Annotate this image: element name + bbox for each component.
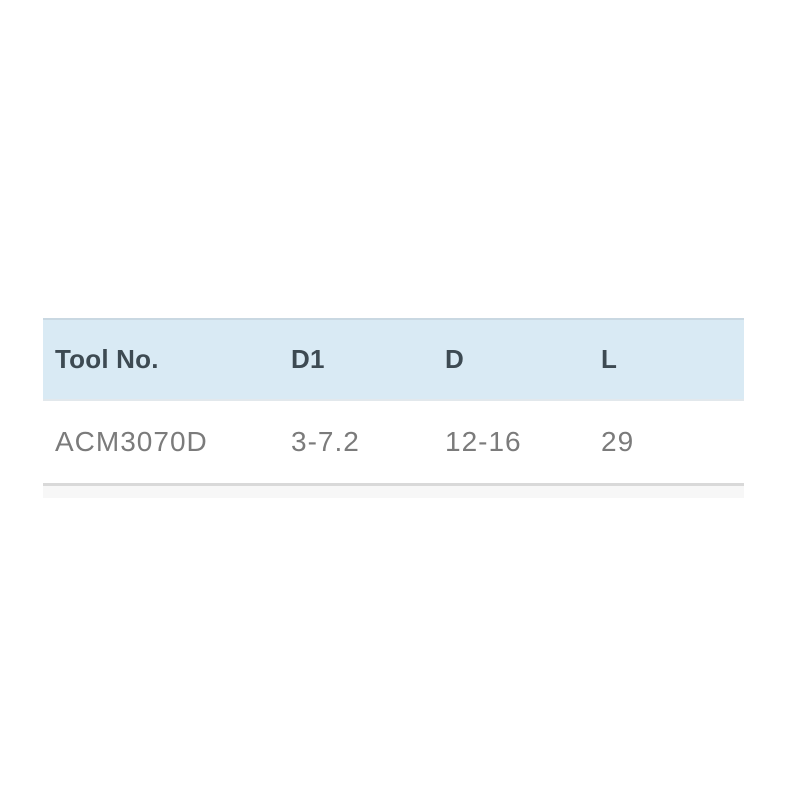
- cell-tool-no: ACM3070D: [55, 426, 208, 457]
- table-row: ACM3070D 3-7.2 12-16 29: [43, 401, 744, 483]
- table-footer-band: [43, 486, 744, 498]
- cell-d: 12-16: [445, 426, 522, 457]
- spec-table: Tool No. D1 D L ACM3070D 3-7.2 12-16 29: [43, 318, 744, 498]
- column-header-l: L: [601, 344, 618, 374]
- table-bottom-border: [43, 483, 744, 486]
- column-header-d1: D1: [291, 344, 325, 374]
- column-header-tool-no: Tool No.: [55, 344, 159, 374]
- table-header-row: Tool No. D1 D L: [43, 318, 744, 401]
- column-header-d: D: [445, 344, 464, 374]
- cell-l: 29: [601, 426, 635, 457]
- cell-d1: 3-7.2: [291, 426, 360, 457]
